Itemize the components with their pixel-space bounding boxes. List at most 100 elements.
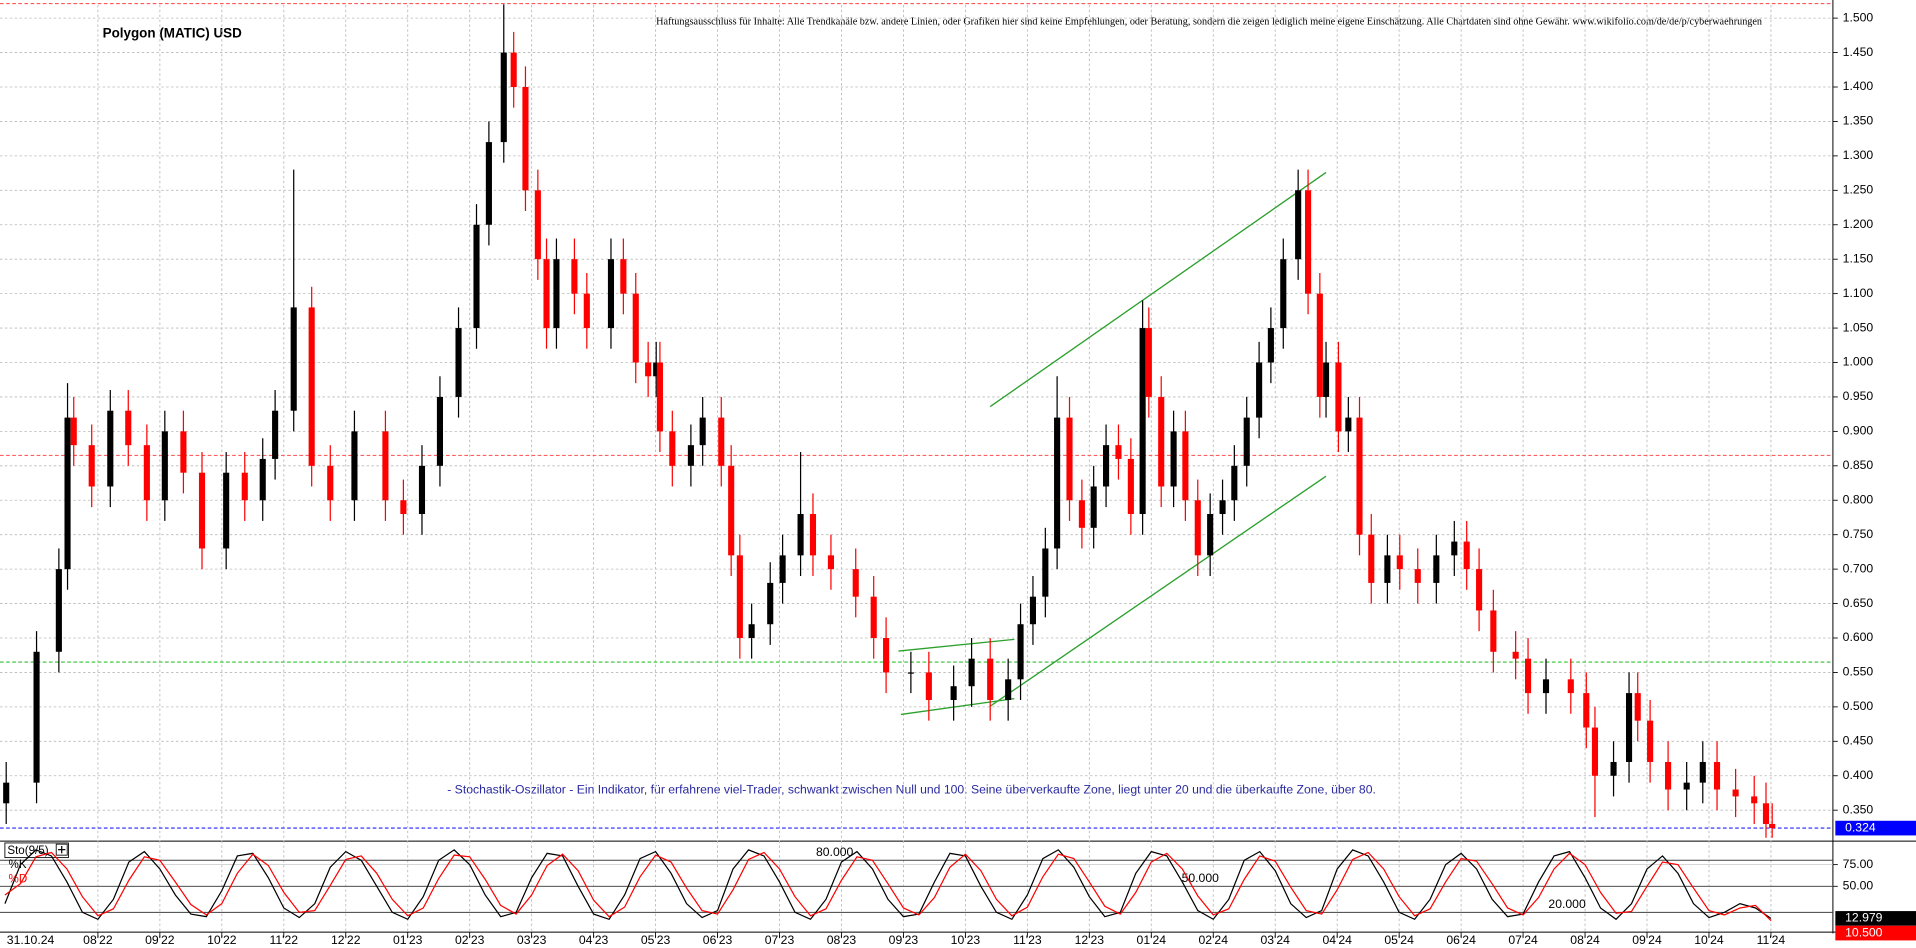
disclaimer: Haftungsausschluss für Inhalte: Alle Tre… (656, 16, 1763, 27)
candle-body (510, 52, 517, 88)
y-tick-label: 1.450 (1843, 45, 1874, 59)
candle-body (1295, 190, 1302, 260)
candle-body (950, 686, 957, 700)
candle-body (1115, 445, 1122, 459)
legend-entry: %D (9, 873, 28, 886)
level-label: 80.000 (816, 845, 854, 859)
candle-body (718, 417, 725, 466)
candle-body (1054, 417, 1061, 549)
candle-body (88, 445, 95, 487)
x-tick-label: 06'23 (703, 933, 733, 947)
x-tick-label: 10'23 (951, 933, 981, 947)
candle-body (1665, 761, 1672, 790)
candle-body (767, 582, 774, 625)
candle-body (797, 514, 804, 556)
candle-body (64, 417, 71, 570)
candle-body (1396, 555, 1403, 570)
y-tick-label: 1.300 (1843, 148, 1874, 162)
candle-body (1433, 555, 1440, 583)
candle-body (736, 555, 743, 639)
x-tick-label: 02'23 (455, 933, 485, 947)
candle-body (1322, 362, 1330, 397)
candle-body (33, 651, 40, 783)
candle-body (241, 472, 248, 501)
level-label: 20.000 (1548, 897, 1586, 911)
x-tick-label: 04'24 (1322, 933, 1352, 947)
x-tick-label: 03'23 (517, 933, 547, 947)
last-value-label-box (1835, 911, 1916, 926)
candle-body (1451, 541, 1458, 556)
candle-body (1524, 658, 1532, 694)
candle-body (1170, 431, 1177, 487)
annotation: - Stochastik-Oszillator - Ein Indikator,… (447, 783, 1376, 797)
date-label: 31.10.24 (7, 933, 55, 947)
candle-body (620, 259, 627, 294)
candle-body (125, 410, 132, 446)
candle-body (987, 658, 994, 700)
candle-body (436, 396, 444, 466)
candle-body (907, 672, 914, 674)
candle-body (687, 445, 694, 466)
candle-body (1127, 458, 1134, 515)
candle-body (1005, 679, 1012, 700)
trend-line (898, 638, 1015, 652)
candle-body (1345, 417, 1352, 432)
legend-entry: %K (9, 858, 27, 871)
candle-body (1280, 259, 1287, 329)
x-tick-label: 05'23 (641, 933, 671, 947)
y-tick-label: 0.900 (1843, 424, 1874, 438)
stoch-line (4, 851, 1772, 921)
candle-body (1256, 362, 1263, 418)
candle-body (1066, 417, 1073, 501)
candle-body (1103, 445, 1110, 487)
candle-body (1769, 823, 1776, 829)
candle-body (1762, 803, 1770, 824)
x-tick-label: 07'24 (1508, 933, 1538, 947)
y-tick-label: 1.250 (1843, 183, 1874, 197)
candle-body (1512, 651, 1519, 659)
candle-body (656, 362, 663, 432)
candle-body (1591, 727, 1599, 776)
candle-body (534, 190, 541, 260)
y-tick-label: 0.800 (1843, 492, 1874, 506)
candle-body (327, 465, 334, 501)
candle-body (143, 445, 150, 501)
x-tick-label: 12'23 (1075, 933, 1105, 947)
candle-body (1243, 417, 1250, 466)
level-label: 50.000 (1182, 871, 1220, 885)
x-tick-label: 11'23 (1013, 933, 1042, 947)
x-tick-label: 08'23 (827, 933, 857, 947)
x-tick-label: 10'24 (1694, 933, 1724, 947)
candle-body (1231, 465, 1238, 501)
candle-body (3, 782, 10, 804)
candle-body (699, 417, 706, 446)
candle-body (1078, 500, 1085, 528)
candle-body (1647, 720, 1654, 762)
y-tick-label: 1.000 (1843, 355, 1874, 369)
x-tick-label: 05'24 (1384, 933, 1414, 947)
candle-body (223, 472, 230, 549)
x-tick-label: 11'24 (1757, 933, 1786, 947)
x-tick-label: 06'24 (1446, 933, 1476, 947)
y-tick-label: 0.350 (1843, 802, 1874, 816)
candle-body (1194, 500, 1201, 556)
candle-body (455, 328, 462, 397)
candle-body (632, 293, 639, 363)
x-tick-label: 07'23 (765, 933, 795, 947)
candle-body (1207, 514, 1214, 556)
x-tick-label: 12'22 (331, 933, 361, 947)
candle-body (1335, 362, 1342, 432)
y-tick-label: 1.050 (1843, 320, 1874, 334)
candle-body (382, 431, 389, 501)
candle-body (1634, 693, 1641, 721)
candle-body (645, 362, 652, 377)
candle-body (1219, 500, 1226, 515)
x-tick-label: 08'24 (1570, 933, 1600, 947)
y-tick-label: 0.950 (1843, 389, 1874, 403)
y-tick-label: 1.200 (1843, 217, 1874, 231)
candle-body (870, 596, 877, 639)
candle-body (1316, 293, 1323, 397)
candle-body (55, 569, 62, 652)
